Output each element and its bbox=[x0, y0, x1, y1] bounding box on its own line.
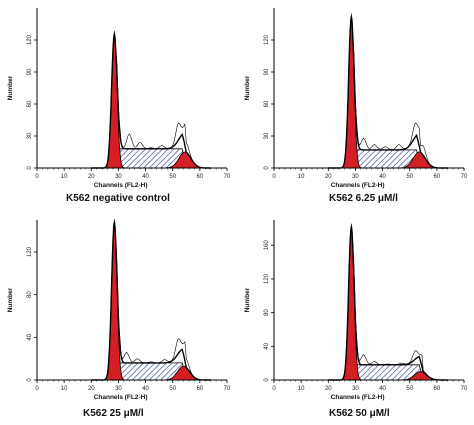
x-tick-label: 60 bbox=[197, 386, 204, 392]
fit-envelope-line bbox=[328, 226, 448, 381]
x-tick-label: 0 bbox=[35, 386, 39, 392]
x-tick-label: 30 bbox=[115, 174, 122, 180]
y-tick-label: 0 bbox=[264, 166, 270, 170]
y-tick-label: 120 bbox=[264, 34, 270, 45]
x-tick-label: 20 bbox=[325, 174, 332, 180]
y-tick-label: 40 bbox=[27, 333, 33, 340]
x-axis-label: Channels (FL2-H) bbox=[94, 182, 148, 189]
g1-peak bbox=[340, 225, 363, 381]
histogram-chart: 0 10 20 30 40 50 60 70 0 30 60 90 120 Channels (FL2-H… bbox=[7, 8, 231, 189]
histogram-panel-25: 0 10 20 30 40 50 60 70 0 40 80 120 Channels (FL2-H) N… bbox=[0, 212, 237, 425]
x-tick-label: 40 bbox=[142, 386, 149, 392]
x-axis-label: Channels (FL2-H) bbox=[94, 394, 148, 401]
x-tick-label: 70 bbox=[224, 174, 231, 180]
y-axis-label: Number bbox=[7, 287, 14, 312]
x-tick-label: 0 bbox=[272, 386, 276, 392]
panel-caption: K562 25 μM/l bbox=[83, 408, 144, 419]
x-tick-label: 30 bbox=[352, 386, 359, 392]
x-axis-label: Channels (FL2-H) bbox=[331, 394, 385, 401]
x-tick-label: 60 bbox=[434, 386, 441, 392]
y-tick-label: 80 bbox=[27, 291, 33, 298]
histogram-chart: 0 10 20 30 40 50 60 70 0 40 80 120 Channels (FL2-H) N… bbox=[7, 218, 231, 401]
x-tick-label: 50 bbox=[169, 386, 176, 392]
y-tick-label: 90 bbox=[264, 68, 270, 75]
fit-envelope-line bbox=[91, 222, 211, 381]
x-tick-label: 30 bbox=[115, 386, 122, 392]
y-tick-label: 120 bbox=[27, 246, 33, 257]
x-tick-label: 50 bbox=[406, 386, 413, 392]
y-tick-label: 160 bbox=[264, 240, 270, 251]
y-tick-label: 60 bbox=[264, 100, 270, 107]
histogram-panel-50: 0 10 20 30 40 50 60 70 0 40 80 120 160 Channels (FL2-… bbox=[237, 212, 474, 425]
y-axis-label: Number bbox=[244, 287, 251, 312]
x-tick-label: 30 bbox=[352, 174, 359, 180]
x-tick-label: 70 bbox=[461, 386, 468, 392]
y-tick-label: 30 bbox=[27, 132, 33, 139]
y-tick-label: 120 bbox=[27, 34, 33, 45]
histogram-panel-negative-control: 0 10 20 30 40 50 60 70 0 30 60 90 120 Channels (FL2-H… bbox=[0, 0, 237, 212]
y-tick-label: 90 bbox=[27, 68, 33, 75]
x-tick-label: 10 bbox=[298, 386, 305, 392]
x-tick-label: 50 bbox=[406, 174, 413, 180]
y-tick-label: 30 bbox=[264, 132, 270, 139]
x-tick-label: 20 bbox=[325, 386, 332, 392]
x-tick-label: 60 bbox=[197, 174, 204, 180]
y-tick-label: 80 bbox=[264, 309, 270, 316]
panel-caption: K562 negative control bbox=[66, 193, 170, 204]
panel-caption: K562 50 μM/l bbox=[329, 408, 390, 419]
x-tick-label: 70 bbox=[461, 174, 468, 180]
y-axis-label: Number bbox=[244, 75, 251, 100]
fit-envelope-line bbox=[91, 33, 211, 169]
g1-peak bbox=[103, 32, 126, 169]
panel-caption: K562 6.25 μM/l bbox=[329, 193, 398, 204]
histogram-panel-6-25: 0 10 20 30 40 50 60 70 0 30 60 90 120 Channels (FL2-H… bbox=[237, 0, 474, 212]
x-tick-label: 40 bbox=[142, 174, 149, 180]
x-tick-label: 10 bbox=[298, 174, 305, 180]
histogram-chart: 0 10 20 30 40 50 60 70 0 30 60 90 120 Channels (FL2-H… bbox=[244, 8, 468, 189]
y-tick-label: 40 bbox=[264, 342, 270, 349]
x-tick-label: 40 bbox=[379, 174, 386, 180]
y-tick-label: 0 bbox=[264, 378, 270, 382]
y-tick-label: 60 bbox=[27, 100, 33, 107]
x-tick-label: 0 bbox=[35, 174, 39, 180]
y-tick-label: 0 bbox=[27, 378, 33, 382]
y-axis-label: Number bbox=[7, 75, 14, 100]
x-tick-label: 10 bbox=[61, 386, 68, 392]
x-tick-label: 40 bbox=[379, 386, 386, 392]
fit-envelope-line bbox=[328, 16, 448, 169]
y-tick-label: 120 bbox=[264, 273, 270, 284]
x-tick-label: 70 bbox=[224, 386, 231, 392]
y-tick-label: 0 bbox=[27, 166, 33, 170]
x-tick-label: 60 bbox=[434, 174, 441, 180]
x-axis-label: Channels (FL2-H) bbox=[331, 182, 385, 189]
x-tick-label: 10 bbox=[61, 174, 68, 180]
x-tick-label: 50 bbox=[169, 174, 176, 180]
x-tick-label: 20 bbox=[88, 174, 95, 180]
x-tick-label: 0 bbox=[272, 174, 276, 180]
histogram-chart: 0 10 20 30 40 50 60 70 0 40 80 120 160 Channels (FL2-… bbox=[244, 220, 468, 401]
x-tick-label: 20 bbox=[88, 386, 95, 392]
